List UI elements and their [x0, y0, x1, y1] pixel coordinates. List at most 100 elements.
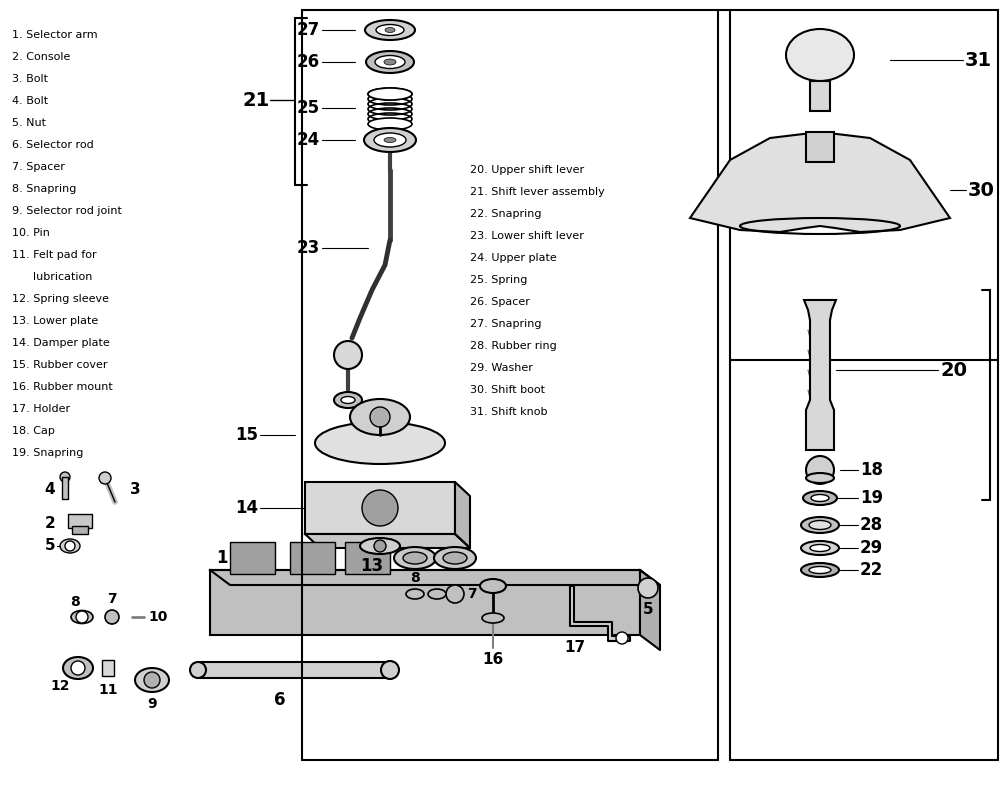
Text: 27. Snapring: 27. Snapring: [470, 319, 542, 329]
Text: 8: 8: [410, 571, 420, 585]
Ellipse shape: [443, 552, 467, 564]
Ellipse shape: [60, 539, 80, 553]
Bar: [102, 660, 114, 676]
Text: 22: 22: [860, 561, 883, 579]
Ellipse shape: [406, 589, 424, 599]
Text: 31: 31: [965, 51, 992, 69]
Text: 31. Shift knob: 31. Shift knob: [470, 407, 548, 417]
Ellipse shape: [135, 668, 169, 692]
Circle shape: [60, 472, 70, 482]
Circle shape: [65, 541, 75, 551]
Circle shape: [190, 662, 206, 678]
Circle shape: [144, 672, 160, 688]
Ellipse shape: [806, 473, 834, 483]
Circle shape: [446, 585, 464, 603]
Polygon shape: [690, 132, 950, 232]
Ellipse shape: [803, 491, 837, 505]
Text: 10: 10: [148, 610, 167, 624]
Text: 9. Selector rod joint: 9. Selector rod joint: [12, 206, 122, 216]
Text: 4. Bolt: 4. Bolt: [12, 96, 48, 106]
Ellipse shape: [365, 20, 415, 40]
Ellipse shape: [482, 613, 504, 623]
Text: 30. Shift boot: 30. Shift boot: [470, 385, 545, 395]
Text: 16: 16: [482, 653, 504, 667]
Ellipse shape: [375, 56, 405, 69]
Ellipse shape: [480, 579, 506, 593]
Text: 7: 7: [107, 592, 117, 606]
Ellipse shape: [384, 59, 396, 65]
Circle shape: [362, 490, 398, 526]
Text: 24: 24: [297, 131, 320, 149]
Bar: [345, 542, 390, 574]
Text: 2: 2: [44, 517, 55, 531]
Ellipse shape: [403, 552, 427, 564]
Text: 18. Cap: 18. Cap: [12, 426, 55, 436]
Text: 21: 21: [243, 90, 270, 110]
Ellipse shape: [385, 27, 395, 32]
Text: 17. Holder: 17. Holder: [12, 404, 70, 414]
Ellipse shape: [381, 661, 399, 679]
Text: 18: 18: [860, 461, 883, 479]
Text: 22. Snapring: 22. Snapring: [470, 209, 542, 219]
Ellipse shape: [811, 495, 829, 501]
Text: 11. Felt pad for: 11. Felt pad for: [12, 250, 97, 260]
Ellipse shape: [71, 610, 93, 624]
Circle shape: [638, 578, 658, 598]
Text: 13. Lower plate: 13. Lower plate: [12, 316, 98, 326]
Text: 19: 19: [860, 489, 883, 507]
Ellipse shape: [801, 541, 839, 555]
Text: 29: 29: [860, 539, 883, 557]
Bar: [305, 482, 455, 534]
Text: 20. Upper shift lever: 20. Upper shift lever: [470, 165, 584, 175]
Text: 16. Rubber mount: 16. Rubber mount: [12, 382, 113, 392]
Ellipse shape: [809, 521, 831, 530]
Text: 25. Spring: 25. Spring: [470, 275, 527, 285]
Text: 5. Nut: 5. Nut: [12, 118, 46, 128]
Text: 17: 17: [564, 641, 586, 655]
Bar: [198, 662, 390, 678]
Text: 8: 8: [70, 595, 80, 609]
Ellipse shape: [366, 51, 414, 73]
Text: 11: 11: [98, 683, 118, 697]
Polygon shape: [305, 534, 470, 548]
Circle shape: [105, 610, 119, 624]
Ellipse shape: [334, 392, 362, 408]
Ellipse shape: [376, 24, 404, 35]
Text: 26. Spacer: 26. Spacer: [470, 297, 530, 307]
Text: 2. Console: 2. Console: [12, 52, 70, 62]
Text: 14. Damper plate: 14. Damper plate: [12, 338, 110, 348]
Bar: [806, 132, 834, 162]
Ellipse shape: [384, 138, 396, 143]
Text: 26: 26: [297, 53, 320, 71]
Text: 15: 15: [235, 426, 258, 444]
Text: 20: 20: [940, 360, 967, 380]
Ellipse shape: [368, 118, 412, 130]
Text: 15. Rubber cover: 15. Rubber cover: [12, 360, 108, 370]
Polygon shape: [570, 586, 630, 641]
Ellipse shape: [801, 517, 839, 533]
Ellipse shape: [809, 567, 831, 574]
Text: 12: 12: [50, 679, 70, 693]
Ellipse shape: [428, 589, 446, 599]
Text: 5: 5: [643, 603, 653, 617]
Text: 24. Upper plate: 24. Upper plate: [470, 253, 557, 263]
Text: 3: 3: [130, 483, 141, 497]
Text: 9: 9: [147, 697, 157, 711]
Circle shape: [334, 341, 362, 369]
Text: 27: 27: [297, 21, 320, 39]
Circle shape: [616, 632, 628, 644]
Ellipse shape: [786, 29, 854, 81]
Bar: [62, 477, 68, 499]
Ellipse shape: [810, 545, 830, 551]
Bar: [230, 542, 275, 574]
Ellipse shape: [315, 422, 445, 464]
Text: 14: 14: [235, 499, 258, 517]
Text: 23: 23: [297, 239, 320, 257]
Circle shape: [374, 540, 386, 552]
Text: 7: 7: [467, 587, 477, 601]
Ellipse shape: [360, 538, 400, 554]
Text: 30: 30: [968, 181, 995, 200]
Bar: [810, 81, 830, 111]
Circle shape: [370, 407, 390, 427]
Text: 10. Pin: 10. Pin: [12, 228, 50, 238]
